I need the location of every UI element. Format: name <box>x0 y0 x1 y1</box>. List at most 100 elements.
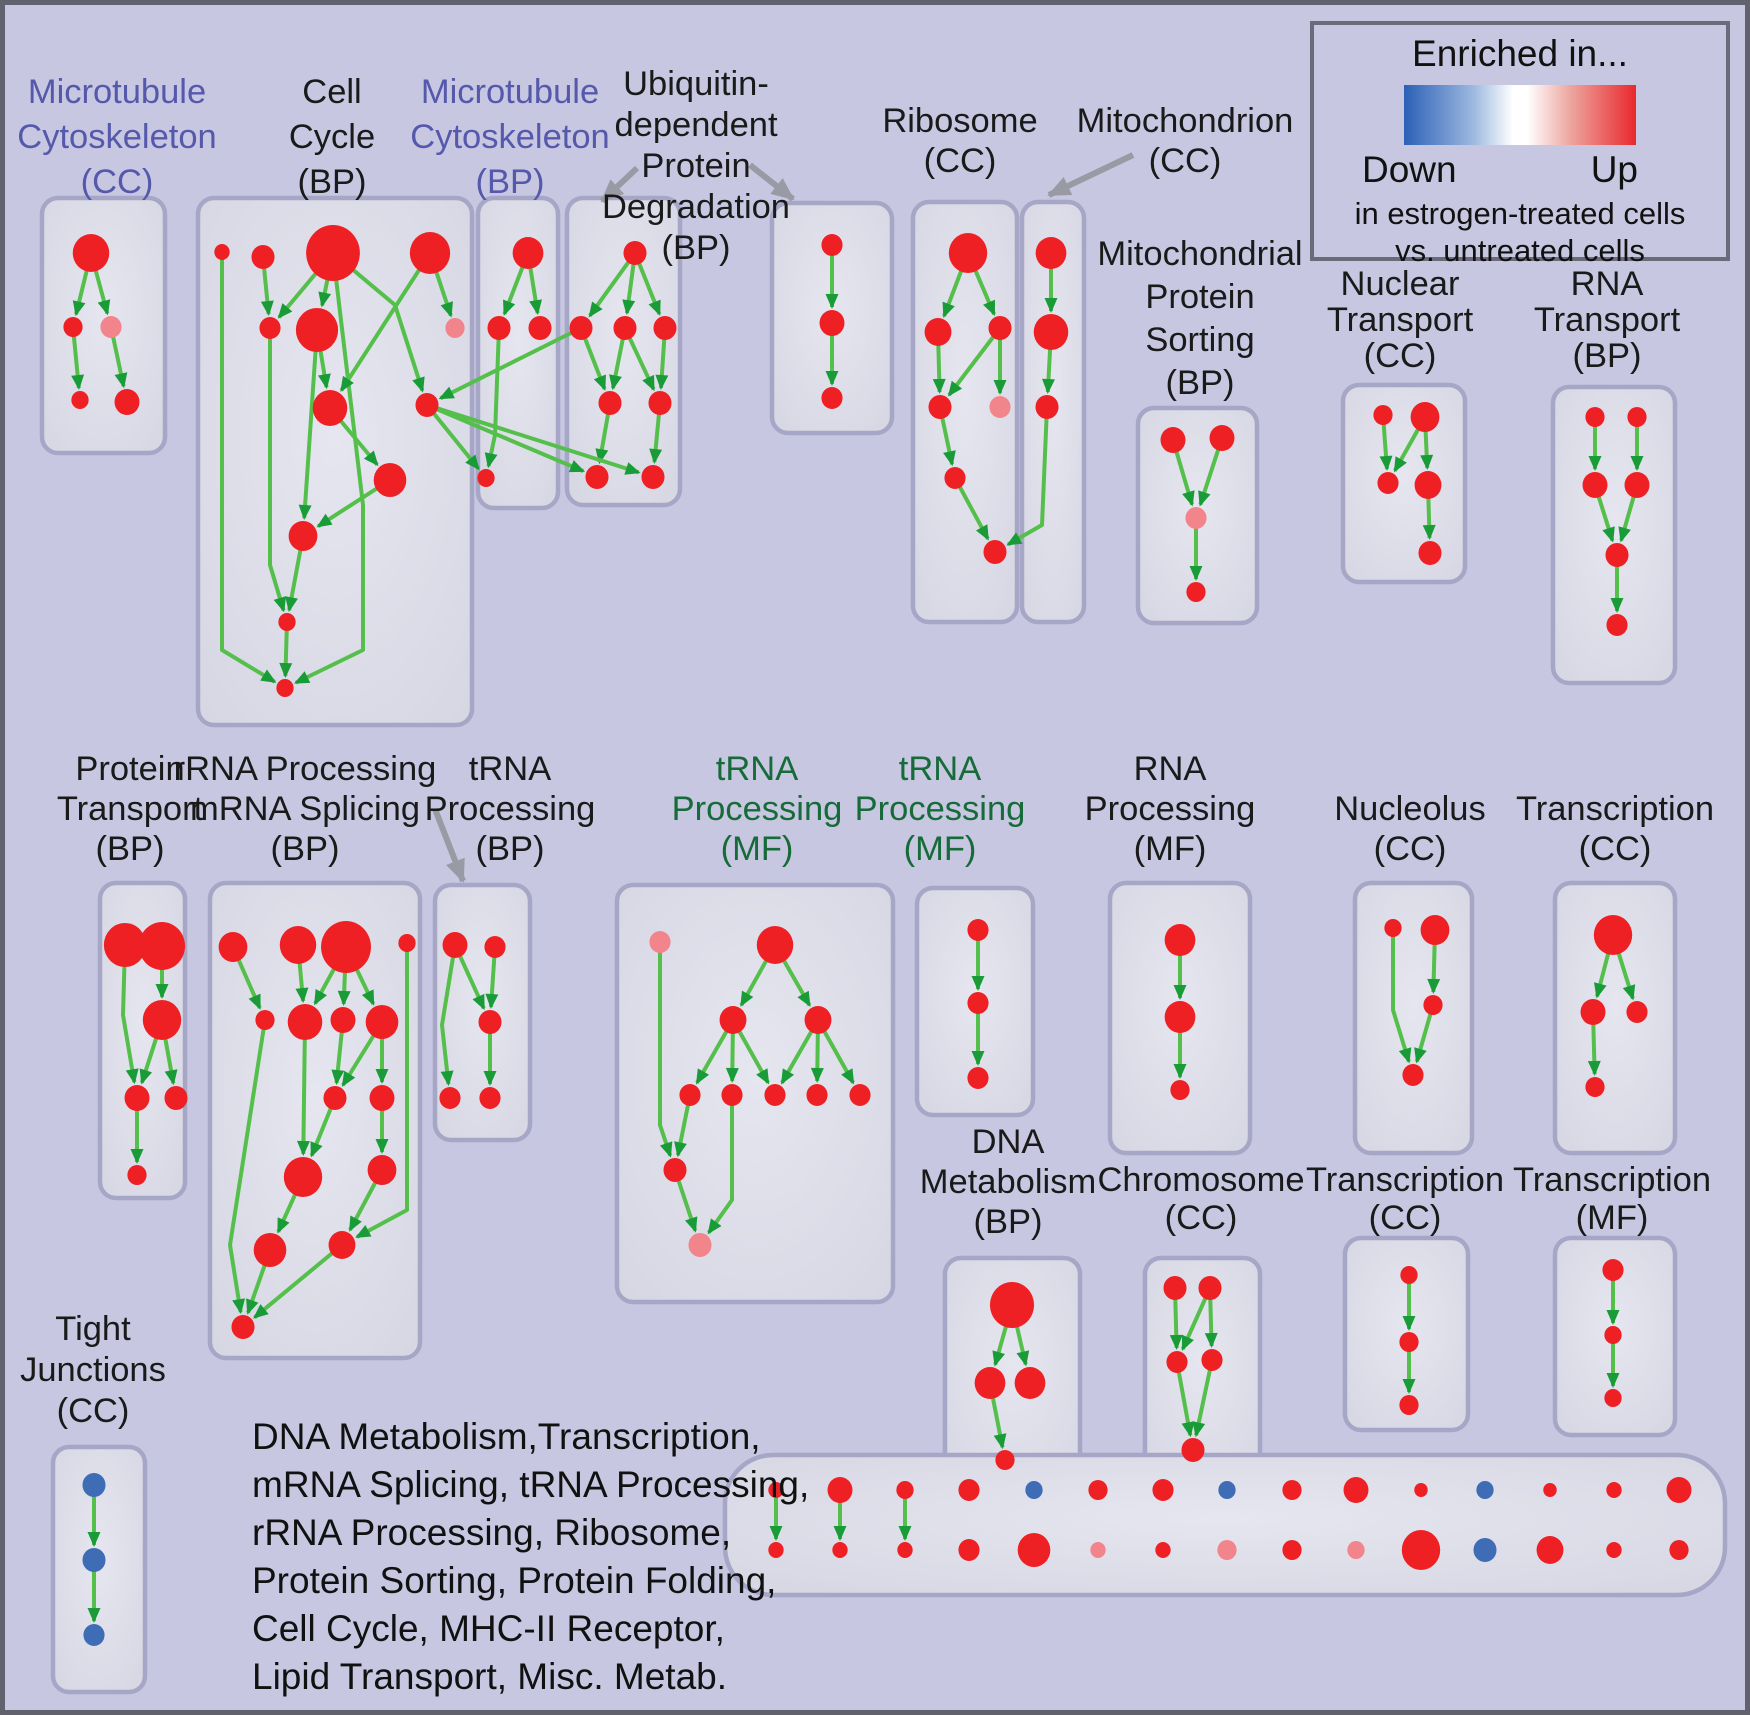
label-pointer-arrow <box>432 807 466 883</box>
go-term-node <box>259 317 281 339</box>
go-term-node <box>1164 1001 1196 1033</box>
go-term-node <box>1627 407 1647 427</box>
relation-edge <box>707 1095 734 1235</box>
go-term-node <box>214 244 230 260</box>
go-term-node <box>924 318 952 346</box>
legend-down-label: Down <box>1362 149 1457 190</box>
go-term-node <box>1035 237 1067 269</box>
relation-edge <box>298 329 319 521</box>
go-term-node <box>1585 1077 1605 1097</box>
go-term-node <box>251 245 275 269</box>
go-term-node <box>988 316 1012 340</box>
cluster-box-nuclear-transport-cc <box>1340 382 1468 585</box>
cluster-label-trna-processing-bp: tRNA Processing (BP) <box>425 750 596 868</box>
go-term-node <box>1602 1259 1624 1281</box>
relation-edge <box>228 1019 267 1315</box>
cluster-label-tight-junctions-cc: Tight Junctions (CC) <box>20 1310 166 1430</box>
go-term-node <box>1017 1533 1051 1567</box>
go-term-node <box>958 1539 980 1561</box>
go-term-node <box>1152 1479 1174 1501</box>
go-term-node <box>321 921 371 973</box>
go-term-node <box>1606 1482 1622 1498</box>
cluster-label-trna-processing-mf-1: tRNA Processing (MF) <box>672 750 843 868</box>
misc-clusters-text: DNA Metabolism,Transcription, mRNA Splic… <box>252 1413 809 1701</box>
go-term-node <box>1166 1351 1188 1373</box>
go-term-node <box>1626 1001 1648 1023</box>
relation-edge <box>440 944 457 1087</box>
go-term-node <box>1209 425 1235 451</box>
label-pointer-arrow <box>1047 152 1135 198</box>
go-term-node <box>989 396 1011 418</box>
go-term-node <box>928 395 952 419</box>
go-term-node <box>323 1086 347 1110</box>
go-term-node <box>974 1367 1006 1399</box>
go-term-node <box>641 465 665 489</box>
go-term-node <box>1399 1332 1419 1352</box>
go-term-node <box>1582 472 1608 498</box>
cluster-label-protein-transport-bp: Protein Transport (BP) <box>57 750 204 868</box>
legend-subtitle-2: vs. untreated cells <box>1395 233 1645 268</box>
go-term-node <box>653 316 677 340</box>
cluster-label-ubiquitin-degradation-bp-a: Ubiquitin-dependent Protein Degradation (BP… <box>602 65 790 267</box>
go-term-node <box>1377 472 1399 494</box>
go-term-node <box>127 1165 147 1185</box>
go-term-node <box>477 469 495 487</box>
go-term-node <box>253 1233 287 1267</box>
go-term-node <box>1580 999 1606 1025</box>
go-term-node <box>83 1624 105 1646</box>
relation-edge <box>588 251 637 318</box>
go-term-node <box>283 1157 323 1197</box>
annotation-line: rRNA Processing, Ribosome, <box>252 1512 732 1553</box>
go-term-node <box>1669 1540 1689 1560</box>
go-term-node <box>63 317 83 337</box>
go-term-node <box>1399 1395 1419 1415</box>
relation-edge <box>71 326 85 391</box>
annotation-line: DNA Metabolism,Transcription, <box>252 1416 761 1457</box>
go-term-node <box>1282 1540 1302 1560</box>
relation-edge <box>1006 406 1049 547</box>
go-term-node <box>1420 915 1450 945</box>
go-term-node <box>445 318 465 338</box>
go-term-node <box>512 237 544 269</box>
cluster-label-mitochondrial-protein-sorting-bp: Mitochondrial Protein Sorting (BP) <box>1097 235 1302 402</box>
go-term-node <box>1217 1540 1237 1560</box>
go-term-node <box>1536 1536 1564 1564</box>
go-term-node <box>897 1542 913 1558</box>
relation-edge <box>339 251 432 393</box>
go-term-node <box>1476 1481 1494 1499</box>
cluster-label-trna-processing-mf-2: tRNA Processing (MF) <box>855 750 1026 868</box>
go-term-node <box>1423 995 1443 1015</box>
go-term-node <box>1384 919 1402 937</box>
go-term-node <box>768 1542 784 1558</box>
legend-subtitle-1: in estrogen-treated cells <box>1354 196 1686 231</box>
cluster-label-rna-transport-bp: RNA Transport (BP) <box>1534 265 1681 375</box>
go-term-node <box>983 540 1007 564</box>
go-term-node <box>806 1084 828 1106</box>
go-term-node <box>944 467 966 489</box>
go-term-node <box>442 932 468 958</box>
cluster-label-chromosome-cc: Chromosome (CC) <box>1097 1161 1304 1237</box>
go-term-node <box>1160 427 1186 453</box>
go-term-node <box>100 316 122 338</box>
go-term-node <box>398 934 416 952</box>
go-term-node <box>958 1479 980 1501</box>
go-term-node <box>1163 1276 1187 1300</box>
go-term-node <box>1593 915 1633 955</box>
go-term-node <box>276 679 294 697</box>
relation-edge <box>1192 1359 1214 1438</box>
go-term-node <box>1347 1541 1365 1559</box>
go-term-node <box>804 1006 832 1034</box>
legend-gradient-bar <box>1404 85 1636 145</box>
cluster-label-microtubule-cytoskeleton-bp: Microtubule Cytoskeleton (BP) <box>410 73 609 201</box>
go-term-node <box>71 391 89 409</box>
relation-edge <box>658 942 673 1158</box>
cluster-label-nucleolus-cc: Nucleolus (CC) <box>1334 790 1486 868</box>
go-term-node <box>598 391 622 415</box>
go-term-node <box>1218 1481 1236 1499</box>
go-term-node <box>1014 1367 1046 1399</box>
go-term-node <box>114 389 140 415</box>
go-term-node <box>649 931 671 953</box>
go-term-node <box>328 1231 356 1259</box>
go-term-node <box>82 1473 106 1497</box>
go-term-node <box>896 1481 914 1499</box>
